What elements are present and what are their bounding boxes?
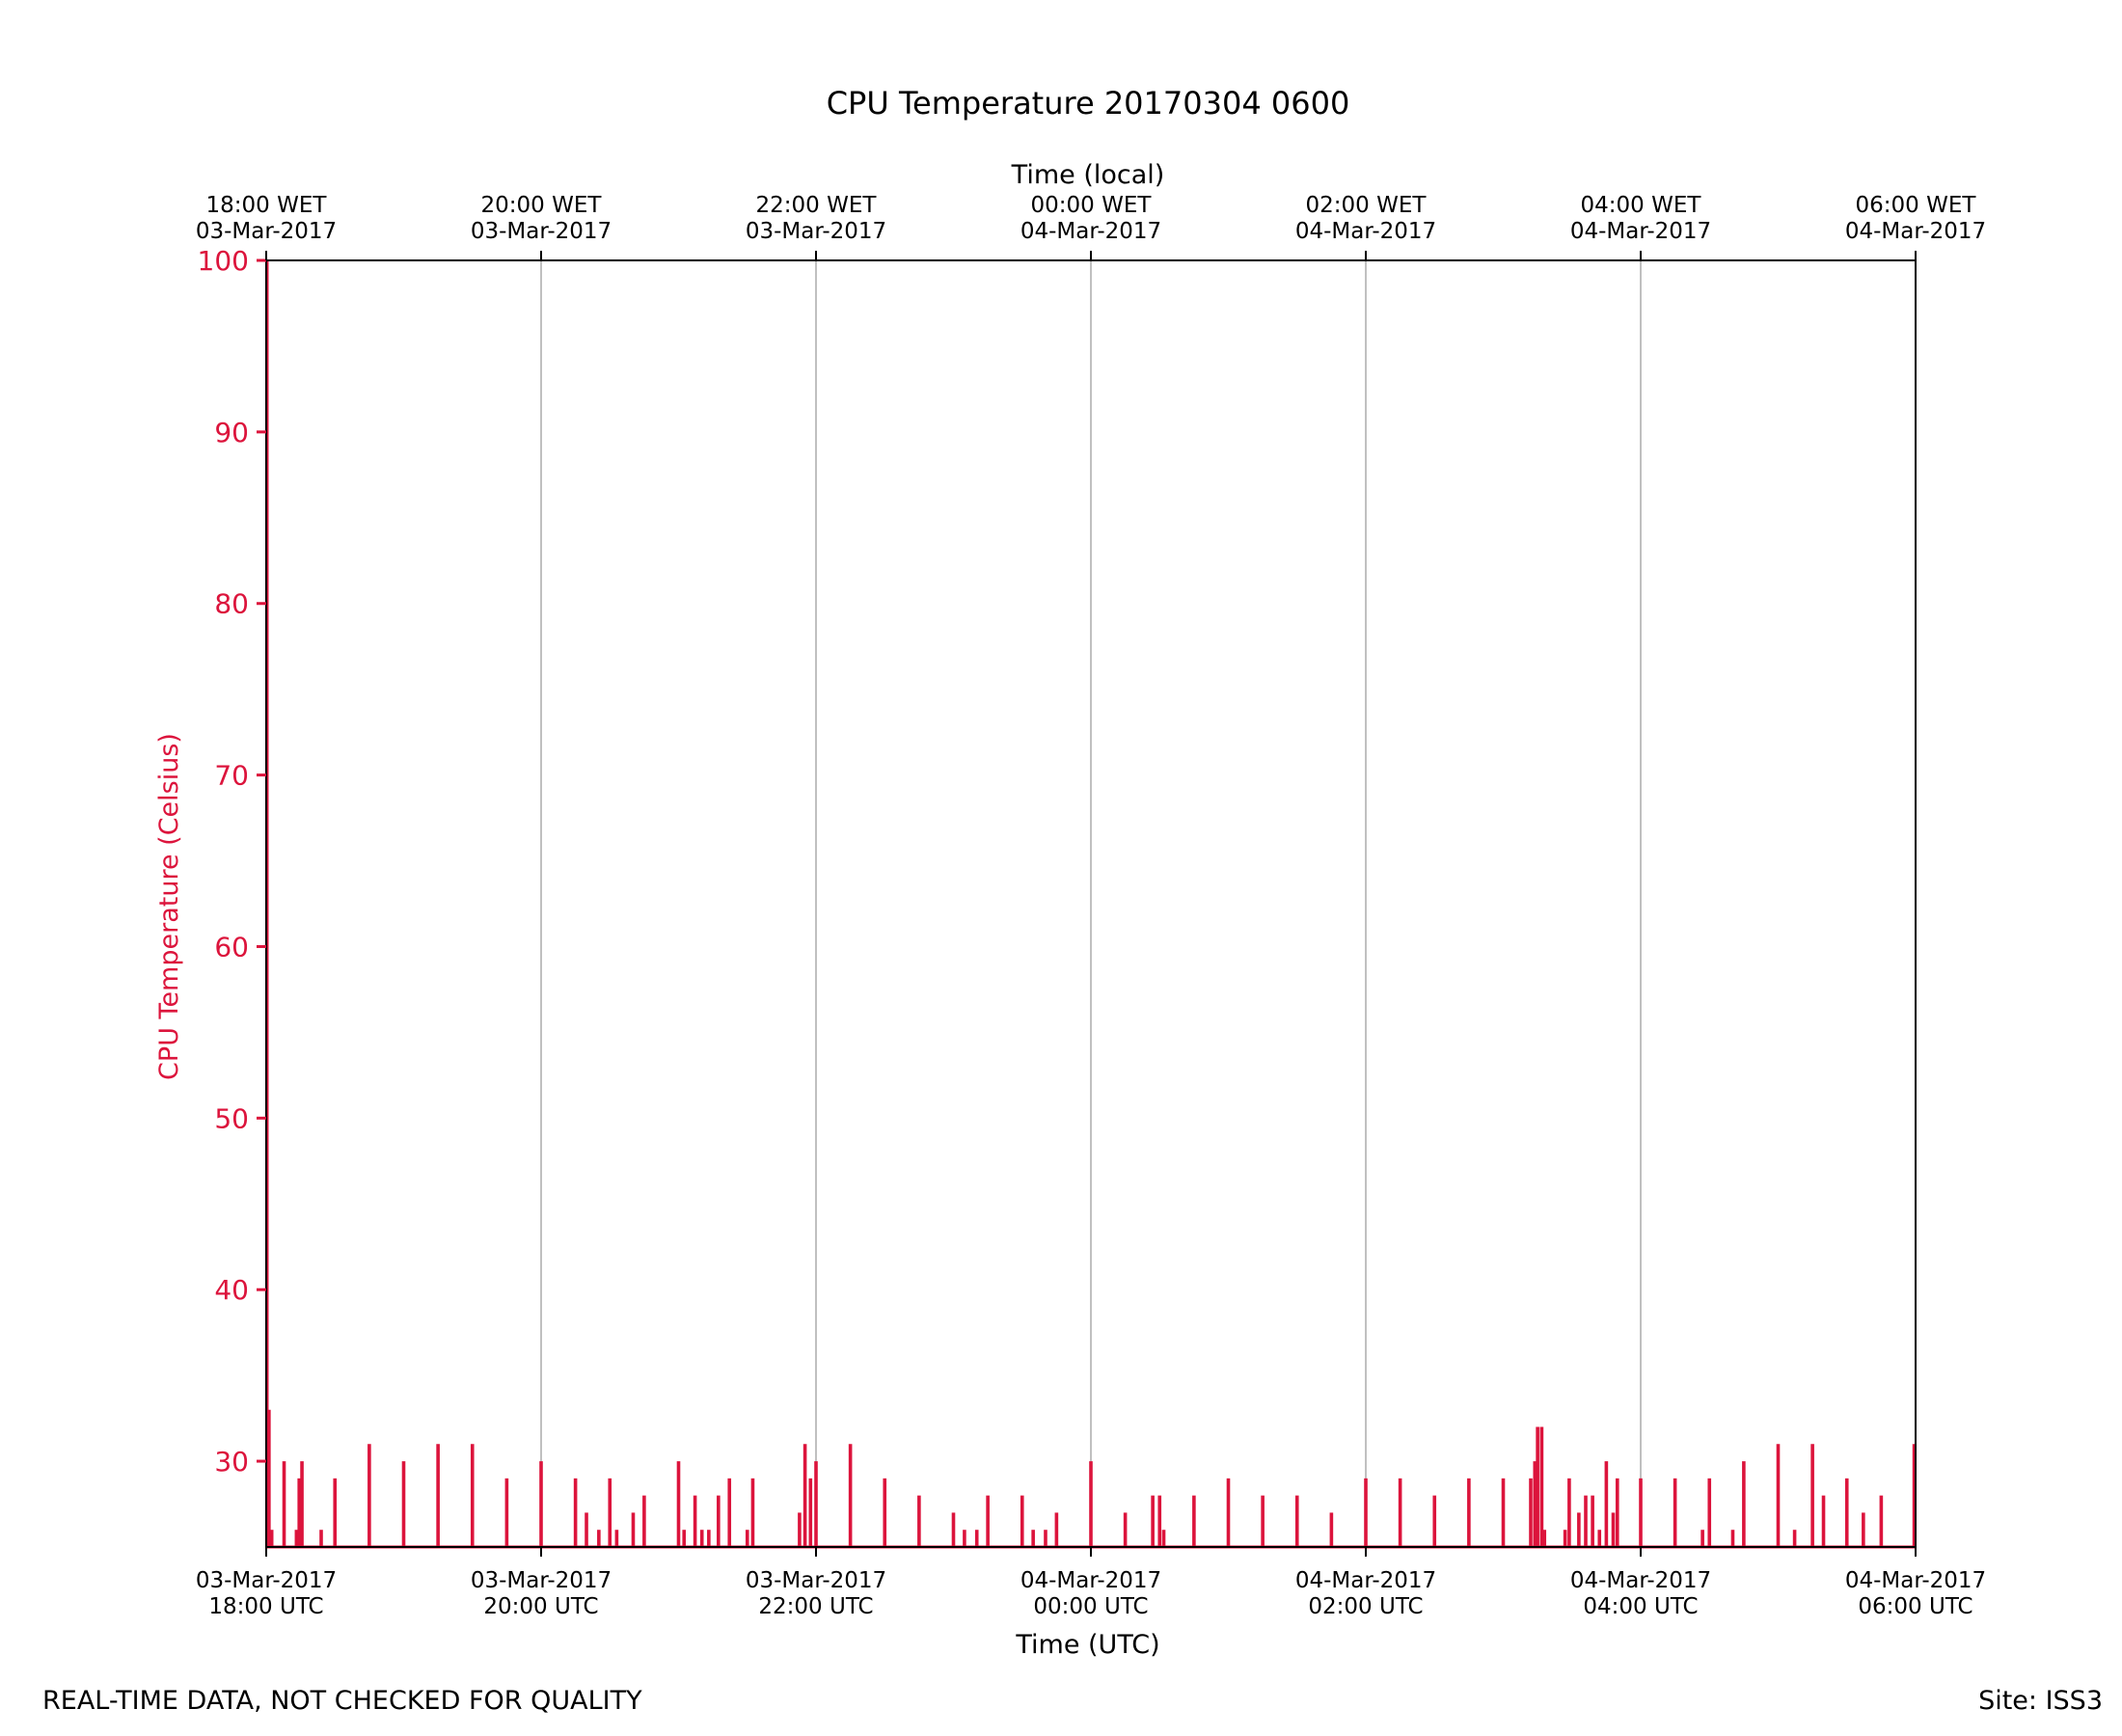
top-tick-label-time: 18:00 WET <box>206 193 328 218</box>
top-tick-label-date: 04-Mar-2017 <box>1020 219 1161 244</box>
top-tick-label-date: 04-Mar-2017 <box>1845 219 1986 244</box>
y-tick-label: 90 <box>214 417 249 448</box>
x-tick-label-time: 20:00 UTC <box>483 1594 598 1619</box>
x-tick-label-date: 04-Mar-2017 <box>1295 1568 1436 1593</box>
x-tick-label-date: 03-Mar-2017 <box>471 1568 612 1593</box>
y-tick-label: 60 <box>214 931 249 963</box>
y-tick-label: 80 <box>214 588 249 620</box>
top-tick-label-date: 03-Mar-2017 <box>471 219 612 244</box>
x-tick-label-date: 04-Mar-2017 <box>1845 1568 1986 1593</box>
top-tick-label-date: 04-Mar-2017 <box>1570 219 1711 244</box>
x-tick-label-time: 04:00 UTC <box>1583 1594 1698 1619</box>
top-tick-label-time: 20:00 WET <box>481 193 603 218</box>
top-tick-label-date: 03-Mar-2017 <box>196 219 337 244</box>
y-tick-label: 30 <box>214 1446 249 1478</box>
y-tick-label: 40 <box>214 1274 249 1306</box>
top-tick-label-date: 04-Mar-2017 <box>1295 219 1436 244</box>
top-tick-label-time: 06:00 WET <box>1856 193 1977 218</box>
y-tick-label: 70 <box>214 760 249 792</box>
x-tick-label-time: 22:00 UTC <box>758 1594 873 1619</box>
y-tick-label: 50 <box>214 1102 249 1134</box>
top-tick-label-time: 00:00 WET <box>1031 193 1153 218</box>
y-tick-label: 100 <box>198 245 249 277</box>
x-tick-label-time: 02:00 UTC <box>1308 1594 1423 1619</box>
y-axis-label: CPU Temperature (Celsius) <box>154 733 184 1080</box>
quality-notice: REAL-TIME DATA, NOT CHECKED FOR QUALITY <box>42 1686 642 1716</box>
x-tick-label-date: 04-Mar-2017 <box>1020 1568 1161 1593</box>
x-tick-label-date: 03-Mar-2017 <box>746 1568 886 1593</box>
x-axis-label: Time (UTC) <box>1015 1630 1159 1660</box>
x-tick-label-date: 04-Mar-2017 <box>1570 1568 1711 1593</box>
top-tick-label-time: 22:00 WET <box>756 193 878 218</box>
x-tick-label-time: 18:00 UTC <box>208 1594 323 1619</box>
top-tick-label-time: 02:00 WET <box>1306 193 1428 218</box>
site-label: Site: ISS3 <box>1978 1686 2103 1716</box>
top-tick-label-date: 03-Mar-2017 <box>746 219 886 244</box>
x-tick-label-time: 00:00 UTC <box>1033 1594 1148 1619</box>
chart-title: CPU Temperature 20170304 0600 <box>827 85 1350 122</box>
top-axis-label: Time (local) <box>1011 160 1165 190</box>
top-tick-label-time: 04:00 WET <box>1581 193 1702 218</box>
x-tick-label-time: 06:00 UTC <box>1858 1594 1972 1619</box>
x-tick-label-date: 03-Mar-2017 <box>196 1568 337 1593</box>
grid-lines <box>540 260 1642 1547</box>
